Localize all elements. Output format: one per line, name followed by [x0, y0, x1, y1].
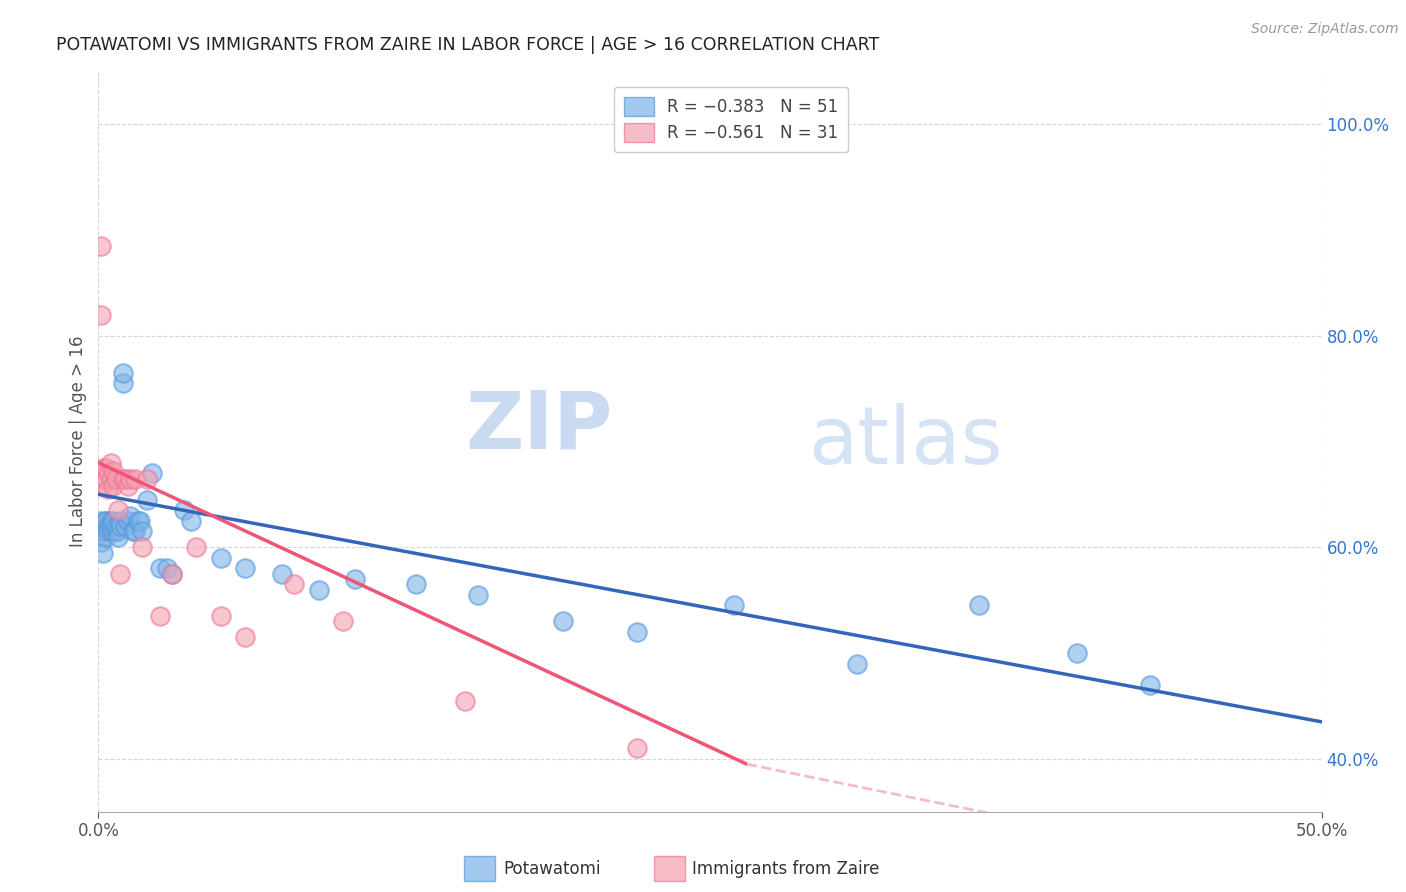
Point	[107, 530, 129, 544]
Point	[160, 566, 183, 581]
Point	[209, 609, 232, 624]
Point	[209, 550, 232, 565]
Point	[97, 482, 120, 496]
Point	[111, 366, 134, 380]
Point	[104, 471, 127, 485]
Point	[344, 572, 367, 586]
Point	[110, 519, 132, 533]
Point	[91, 476, 114, 491]
Point	[90, 239, 112, 253]
Point	[467, 588, 489, 602]
Legend: R = −0.383   N = 51, R = −0.561   N = 31: R = −0.383 N = 51, R = −0.561 N = 31	[614, 87, 848, 153]
Point	[91, 546, 114, 560]
Y-axis label: In Labor Force | Age > 16: In Labor Force | Age > 16	[69, 335, 87, 548]
Point	[233, 561, 256, 575]
Point	[121, 524, 143, 539]
Text: Potawatomi: Potawatomi	[503, 860, 600, 878]
Point	[114, 471, 136, 485]
Text: atlas: atlas	[808, 402, 1002, 481]
Point	[553, 615, 575, 629]
Point	[117, 479, 139, 493]
Point	[107, 503, 129, 517]
Point	[136, 492, 159, 507]
Point	[101, 479, 124, 493]
Point	[131, 524, 153, 539]
Point	[845, 657, 868, 671]
Point	[626, 741, 648, 756]
Point	[94, 514, 117, 528]
Point	[160, 566, 183, 581]
Point	[90, 535, 112, 549]
Point	[97, 524, 120, 539]
Point	[110, 514, 132, 528]
Text: ZIP: ZIP	[465, 388, 612, 466]
Point	[110, 566, 132, 581]
Point	[111, 376, 134, 391]
Point	[104, 519, 127, 533]
Point	[149, 561, 172, 575]
Point	[332, 615, 354, 629]
Point	[120, 471, 142, 485]
Point	[131, 541, 153, 555]
Point	[90, 308, 112, 322]
Point	[124, 471, 146, 485]
Point	[626, 624, 648, 639]
Point	[180, 514, 202, 528]
Text: Immigrants from Zaire: Immigrants from Zaire	[692, 860, 879, 878]
Point	[149, 609, 172, 624]
Point	[283, 577, 305, 591]
Text: Source: ZipAtlas.com: Source: ZipAtlas.com	[1251, 22, 1399, 37]
Point	[94, 514, 117, 528]
Point	[107, 524, 129, 539]
Point	[124, 524, 146, 539]
Point	[97, 519, 120, 533]
Point	[100, 524, 122, 539]
Point	[90, 514, 112, 528]
Point	[91, 461, 114, 475]
Point	[101, 524, 124, 539]
Point	[100, 456, 122, 470]
Point	[723, 599, 745, 613]
Point	[454, 694, 477, 708]
Point	[94, 461, 117, 475]
Point	[1139, 678, 1161, 692]
Point	[127, 514, 149, 528]
Point	[117, 514, 139, 528]
Point	[233, 630, 256, 644]
Point	[186, 541, 208, 555]
Point	[129, 514, 152, 528]
Point	[100, 471, 122, 485]
Point	[405, 577, 427, 591]
Point	[173, 503, 195, 517]
Point	[97, 467, 120, 481]
Point	[141, 467, 163, 481]
Text: POTAWATOMI VS IMMIGRANTS FROM ZAIRE IN LABOR FORCE | AGE > 16 CORRELATION CHART: POTAWATOMI VS IMMIGRANTS FROM ZAIRE IN L…	[56, 36, 880, 54]
Point	[100, 514, 122, 528]
Point	[967, 599, 990, 613]
Point	[156, 561, 179, 575]
Point	[94, 530, 117, 544]
Point	[120, 508, 142, 523]
Point	[94, 471, 117, 485]
Point	[91, 524, 114, 539]
Point	[1066, 646, 1088, 660]
Point	[111, 471, 134, 485]
Point	[114, 519, 136, 533]
Point	[308, 582, 330, 597]
Point	[101, 514, 124, 528]
Point	[101, 464, 124, 478]
Point	[100, 519, 122, 533]
Point	[136, 471, 159, 485]
Point	[270, 566, 294, 581]
Point	[104, 524, 127, 539]
